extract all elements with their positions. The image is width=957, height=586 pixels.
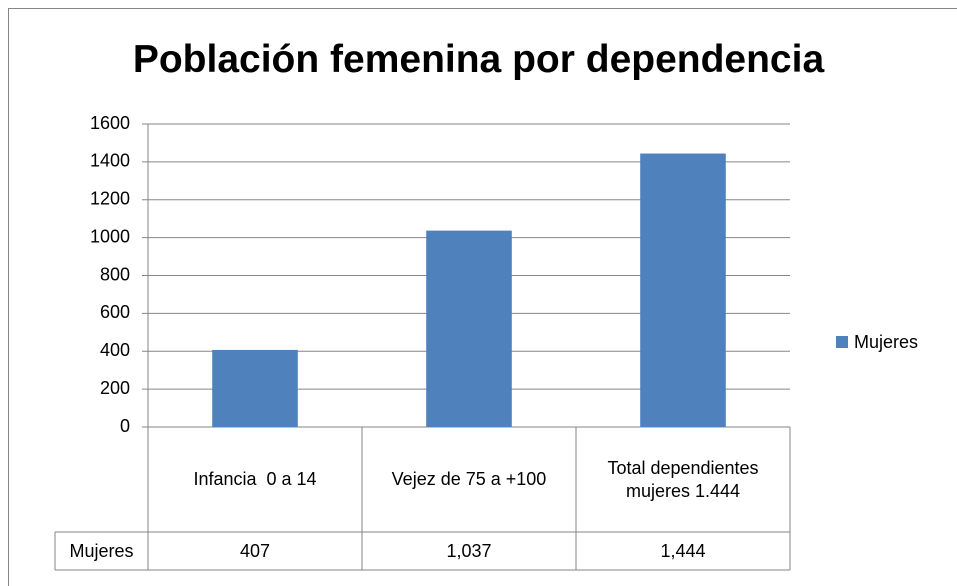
y-tick-label: 0 xyxy=(120,416,130,436)
legend-label: Mujeres xyxy=(854,332,918,352)
x-tick-label: Vejez de 75 a +100 xyxy=(391,469,547,489)
x-tick-label: Infancia 0 a 14 xyxy=(193,469,317,489)
table-series-name: Mujeres xyxy=(69,540,134,561)
y-tick-label: 800 xyxy=(100,264,130,284)
y-tick-label: 1200 xyxy=(90,189,130,209)
table-value: 407 xyxy=(240,541,270,561)
bar xyxy=(212,349,298,427)
y-tick-label: 200 xyxy=(100,378,130,398)
bar xyxy=(640,153,726,428)
y-tick-label: 600 xyxy=(100,302,130,322)
y-tick-label: 1600 xyxy=(90,113,130,133)
chart-title: Población femenina por dependencia xyxy=(132,38,825,81)
x-tick-label: Total dependientes mujeres 1.444 xyxy=(607,457,764,501)
y-tick-label: 1400 xyxy=(90,151,130,171)
legend-swatch xyxy=(836,336,848,348)
y-tick-label: 1000 xyxy=(90,226,130,246)
table-value: 1,444 xyxy=(660,541,705,561)
y-tick-label: 400 xyxy=(100,340,130,360)
chart-frame xyxy=(8,8,957,586)
bar xyxy=(426,230,512,427)
table-value: 1,037 xyxy=(446,541,491,561)
